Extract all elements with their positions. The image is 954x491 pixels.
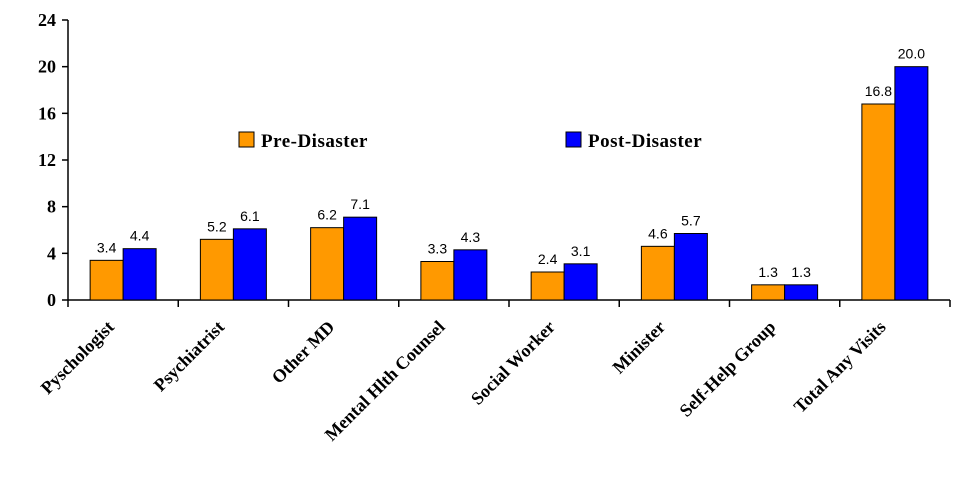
data-label: 5.7 <box>681 213 701 229</box>
bar-post-disaster-6 <box>784 284 819 301</box>
bar-pre-disaster-3 <box>420 261 455 301</box>
data-label: 3.3 <box>428 241 448 257</box>
bar-post-disaster-0 <box>122 248 157 301</box>
data-label: 4.3 <box>461 229 481 245</box>
data-label: 2.4 <box>538 251 558 267</box>
y-axis: 0 4 8 12 16 20 24 <box>38 10 69 310</box>
y-tick-label: 8 <box>47 197 56 217</box>
bar-pre-disaster-6 <box>751 284 786 301</box>
legend-swatch <box>238 131 255 148</box>
bar-pre-disaster-5 <box>640 245 675 301</box>
bar-pre-disaster-1 <box>199 238 234 301</box>
data-label: 4.4 <box>130 228 150 244</box>
bar-post-disaster-1 <box>232 228 267 301</box>
bar-post-disaster-7 <box>894 66 929 301</box>
data-label: 20.0 <box>898 46 925 62</box>
legend-label: Post-Disaster <box>588 131 702 152</box>
bar-pre-disaster-0 <box>89 259 124 301</box>
y-tick-label: 12 <box>38 150 56 170</box>
data-label: 4.6 <box>648 225 668 241</box>
bar-post-disaster-5 <box>673 233 708 301</box>
bar-post-disaster-4 <box>563 263 598 301</box>
x-axis <box>67 299 951 307</box>
bar-pre-disaster-4 <box>530 271 565 301</box>
y-tick-label: 20 <box>38 57 56 77</box>
data-label: 6.2 <box>317 207 337 223</box>
data-label: 7.1 <box>350 196 370 212</box>
category-label: Psychiatrist <box>150 317 228 395</box>
data-labels: 3.4 4.4 5.2 6.1 6.2 7.1 3.3 4.3 2.4 3.1 4.6 5.7 1.3 1… <box>97 46 925 280</box>
legend-label: Pre-Disaster <box>261 131 368 152</box>
category-label: Minister <box>608 317 669 378</box>
data-label: 6.1 <box>240 208 260 224</box>
y-tick-label: 4 <box>47 243 56 263</box>
data-label: 16.8 <box>865 83 892 99</box>
category-label: Mental Hlth Counsel <box>321 317 449 445</box>
y-tick-label: 0 <box>47 290 56 310</box>
data-label: 3.1 <box>571 243 591 259</box>
data-label: 3.4 <box>97 239 117 255</box>
category-label: Total Any Visits <box>790 317 890 417</box>
category-label: Social Worker <box>467 317 559 409</box>
legend-swatch <box>565 131 582 148</box>
bar-pre-disaster-2 <box>310 227 345 301</box>
bar-pre-disaster-7 <box>861 103 896 301</box>
category-label: Self-Help Group <box>675 317 779 421</box>
legend: Pre-Disaster Post-Disaster <box>238 131 702 152</box>
y-tick-label: 24 <box>38 10 56 30</box>
category-label: Other MD <box>268 317 339 388</box>
bar-post-disaster-3 <box>453 249 488 301</box>
bar-post-disaster-2 <box>343 216 378 301</box>
data-label: 5.2 <box>207 218 227 234</box>
category-label: Pyschologist <box>37 317 118 398</box>
data-label: 1.3 <box>791 264 811 280</box>
bars <box>89 66 929 301</box>
data-label: 1.3 <box>758 264 778 280</box>
y-tick-label: 16 <box>38 103 56 123</box>
